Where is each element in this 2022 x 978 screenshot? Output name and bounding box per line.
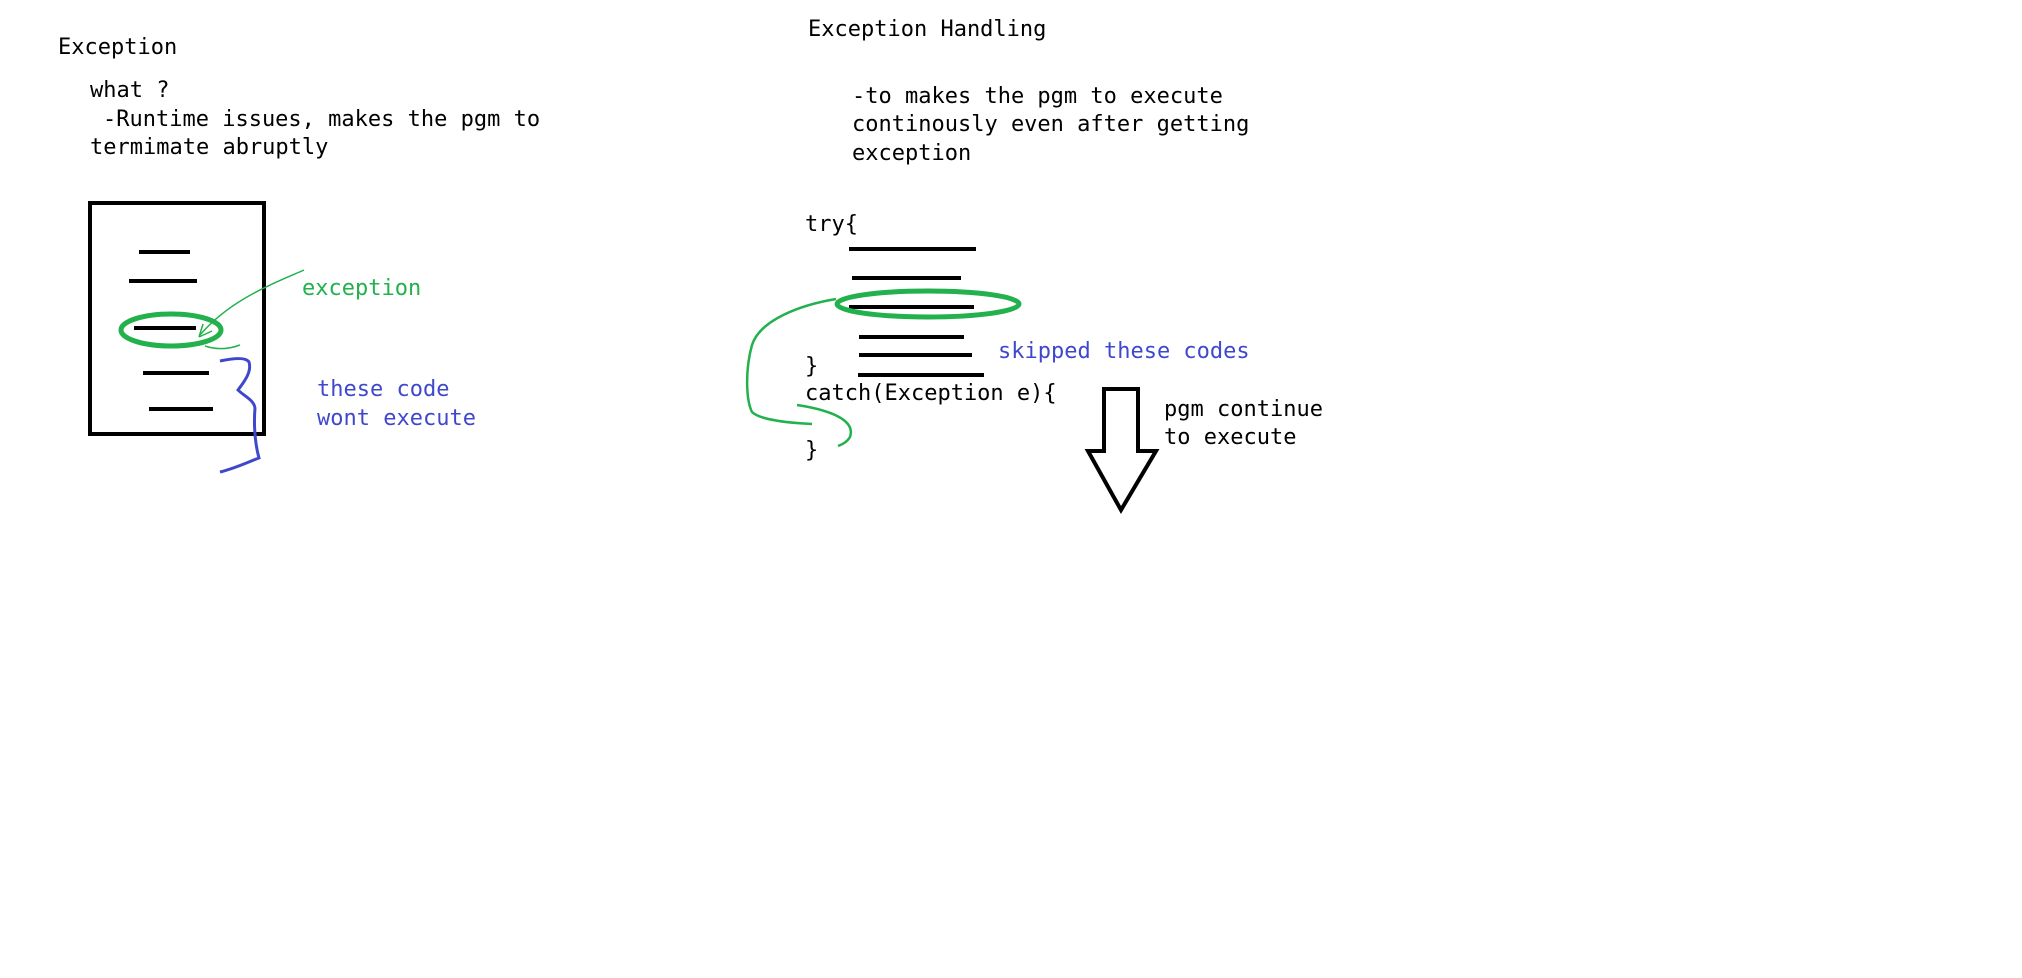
- exception-pointer-tail: [204, 344, 241, 350]
- try-open: try{: [805, 212, 858, 237]
- exception-handling-title: Exception Handling: [808, 17, 1047, 42]
- program-box: [88, 201, 266, 436]
- exception-pointer: [199, 269, 305, 336]
- catch-open: catch(Exception e){: [805, 381, 1057, 406]
- try-exception-highlight-ellipse: [834, 288, 1022, 320]
- exception-title: Exception: [58, 35, 178, 60]
- catch-close: }: [805, 438, 819, 463]
- purpose-line-1: -to makes the pgm to execute: [852, 84, 1223, 109]
- what-question: what ?: [90, 78, 170, 103]
- continue-label-1: pgm continue: [1164, 397, 1323, 422]
- exception-label: exception: [302, 276, 422, 301]
- definition-line-2: termimate abruptly: [90, 135, 329, 160]
- not-executed-label-1: these code: [317, 377, 450, 402]
- continue-label-2: to execute: [1164, 425, 1297, 450]
- continue-arrow: [1084, 387, 1160, 515]
- purpose-line-3: exception: [852, 141, 972, 166]
- not-executed-label-2: wont execute: [317, 406, 476, 431]
- try-close: }: [805, 354, 819, 379]
- definition-line-1: -Runtime issues, makes the pgm to: [103, 107, 541, 132]
- not-executed-brace: [219, 357, 261, 474]
- jump-to-catch-path: [745, 297, 853, 448]
- purpose-line-2: continously even after getting: [852, 112, 1250, 137]
- exception-pointer-head: [198, 323, 213, 338]
- skipped-label: skipped these codes: [998, 339, 1250, 364]
- exception-highlight-ellipse: [118, 311, 224, 349]
